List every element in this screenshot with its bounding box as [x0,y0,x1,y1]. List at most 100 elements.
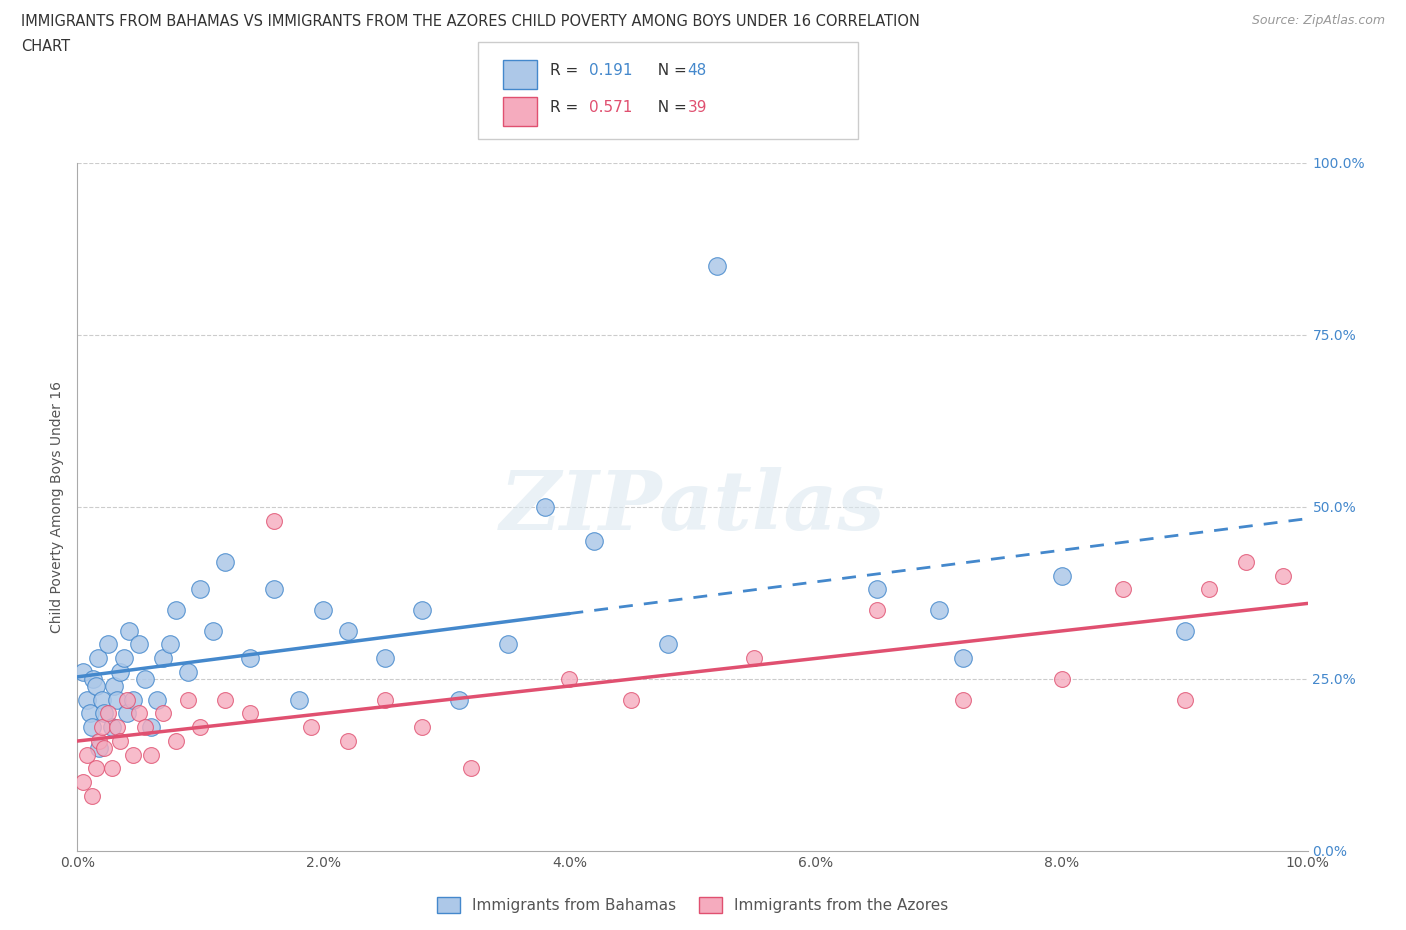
Point [928,603,950,618]
Point [337,734,360,749]
Point [1234,554,1257,569]
Point [288,692,311,707]
Text: R =: R = [550,63,583,78]
Point [101,761,124,776]
Point [447,692,470,707]
Point [121,747,143,762]
Point [97,637,120,652]
Text: IMMIGRANTS FROM BAHAMAS VS IMMIGRANTS FROM THE AZORES CHILD POVERTY AMONG BOYS U: IMMIGRANTS FROM BAHAMAS VS IMMIGRANTS FR… [21,14,920,29]
Text: 39: 39 [688,100,707,115]
Point [1050,671,1073,686]
Point [496,637,519,652]
Point [214,692,236,707]
Point [1174,692,1197,707]
Point [374,692,396,707]
Point [141,747,163,762]
Point [214,554,236,569]
Point [134,671,156,686]
Text: CHART: CHART [21,39,70,54]
Point [103,678,125,693]
Point [742,651,765,666]
Point [84,678,107,693]
Point [620,692,643,707]
Text: ZIPatlas: ZIPatlas [499,467,886,547]
Point [128,637,150,652]
Point [76,747,98,762]
Point [72,665,94,680]
Point [1198,582,1220,597]
Point [93,706,115,721]
Point [82,671,104,686]
Point [1174,623,1197,638]
Point [89,734,111,749]
Point [263,513,285,528]
Point [165,734,187,749]
Text: 0.571: 0.571 [589,100,633,115]
Point [105,720,128,735]
Point [657,637,679,652]
Point [1112,582,1135,597]
Point [90,692,114,707]
Point [558,671,581,686]
Point [115,706,138,721]
Legend: Immigrants from Bahamas, Immigrants from the Azores: Immigrants from Bahamas, Immigrants from… [430,891,955,919]
Point [165,603,187,618]
Point [115,692,138,707]
Point [87,651,110,666]
Point [866,582,889,597]
Point [866,603,889,618]
Point [411,720,433,735]
Point [152,706,174,721]
Point [263,582,285,597]
Point [201,623,224,638]
Point [82,789,104,804]
Point [118,623,141,638]
Point [134,720,156,735]
Point [146,692,169,707]
Point [952,651,974,666]
Point [89,740,111,755]
Point [79,706,101,721]
Text: 48: 48 [688,63,707,78]
Point [93,740,115,755]
Text: N =: N = [648,63,692,78]
Point [706,259,728,273]
Point [460,761,482,776]
Point [190,582,212,597]
Point [112,651,135,666]
Point [583,534,606,549]
Text: N =: N = [648,100,692,115]
Point [72,775,94,790]
Point [374,651,396,666]
Point [110,665,132,680]
Point [128,706,150,721]
Point [177,692,200,707]
Point [121,692,143,707]
Point [177,665,200,680]
Point [337,623,360,638]
Point [299,720,322,735]
Point [1272,568,1295,583]
Point [152,651,174,666]
Text: Source: ZipAtlas.com: Source: ZipAtlas.com [1251,14,1385,27]
Point [1050,568,1073,583]
Text: R =: R = [550,100,583,115]
Point [312,603,335,618]
Point [411,603,433,618]
Point [190,720,212,735]
Y-axis label: Child Poverty Among Boys Under 16: Child Poverty Among Boys Under 16 [51,381,65,632]
Point [84,761,107,776]
Text: 0.191: 0.191 [589,63,633,78]
Point [141,720,163,735]
Point [105,692,128,707]
Point [90,720,114,735]
Point [101,720,124,735]
Point [239,651,262,666]
Point [239,706,262,721]
Point [952,692,974,707]
Point [76,692,98,707]
Point [159,637,181,652]
Point [97,706,120,721]
Point [82,720,104,735]
Point [534,499,557,514]
